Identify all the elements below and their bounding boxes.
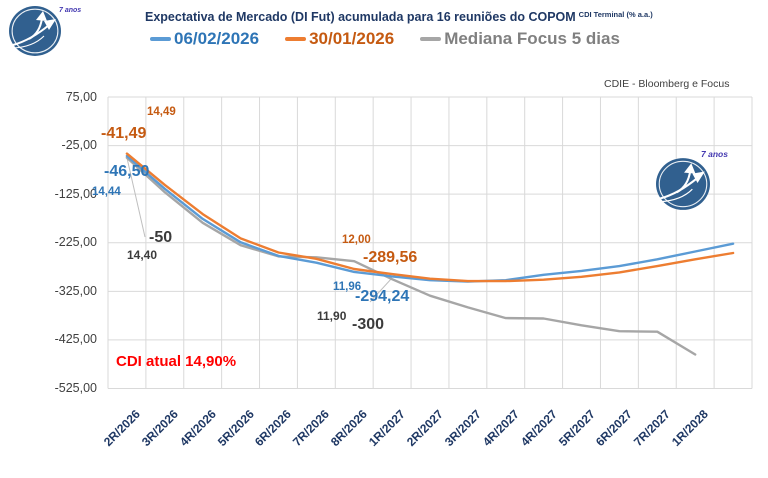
legend-label: 30/01/2026 [309,29,395,48]
header-logo-arrowhead-up [36,11,47,21]
chart-title: Expectativa de Mercado (DI Fut) acumulad… [145,10,576,24]
rate-gray-start: 14,40 [127,248,158,262]
source-note: CDIE - Bloomberg e Focus [604,78,730,90]
rate-orange-mid: 12,00 [342,234,371,246]
legend-label: Mediana Focus 5 dias [444,29,620,48]
y-tick-label: -25,00 [61,138,97,153]
logo-left-caption: 7 anos [59,7,82,14]
legend-item: Mediana Focus 5 dias [420,29,620,49]
value-gray-mid: -300 [352,316,385,333]
series-line-06-02-2026 [125,154,735,283]
value-orange-mid: -289,56 [363,249,418,266]
legend-item: 30/01/2026 [285,29,394,49]
series-line-30-01-2026 [125,152,735,283]
cdi-atual-label: CDI atual 14,90% [116,353,237,370]
chart-legend: 06/02/2026 30/01/2026 Mediana Focus 5 dias [150,29,620,49]
header-logo-ring [11,8,59,54]
y-tick-label: -525,00 [54,381,97,395]
rate-blue-start: 14,44 [92,186,121,198]
rate-blue-mid: 11,96 [333,281,362,293]
chart-logo-ring [658,160,708,208]
rate-gray-mid: 11,90 [317,309,347,323]
chart-logo-swoosh-under [660,188,693,203]
y-tick-label: 75,00 [65,89,97,104]
annotation-callout-line [369,277,393,303]
value-orange-start: -41,49 [101,125,147,142]
series-line-mediana-focus-5-dias [125,156,697,356]
chart-title-superscript: CDI Terminal (% a.a.) [578,10,653,19]
legend-line-swatch [420,37,442,41]
legend-line-swatch [285,37,307,41]
value-blue-mid: -294,24 [355,288,410,305]
page-title: Expectativa de Mercado (DI Fut) acumulad… [145,8,653,26]
value-blue-start: -46,50 [104,163,150,180]
value-gray-start: -50 [149,229,173,246]
rate-orange-start: 14,49 [147,106,176,118]
header-logo-arrowhead-right [44,19,56,30]
annotation-callout-line [126,157,146,238]
legend-label: 06/02/2026 [174,29,260,48]
y-tick-label: -425,00 [54,332,97,347]
chart-logo-arrowhead-right [692,171,705,183]
y-tick-label: -325,00 [54,283,97,298]
header-logo-swoosh-under [12,35,45,49]
legend-item: 06/02/2026 [150,29,259,49]
y-tick-label: -225,00 [54,235,97,250]
chart-logo-arrowhead-up [684,163,696,174]
y-tick-label: -125,00 [54,186,97,201]
header-logo-circle [9,6,61,56]
chart-logo-circle [656,158,710,210]
legend-line-swatch [150,37,171,41]
logo-right-caption: 7 anos [701,149,728,159]
